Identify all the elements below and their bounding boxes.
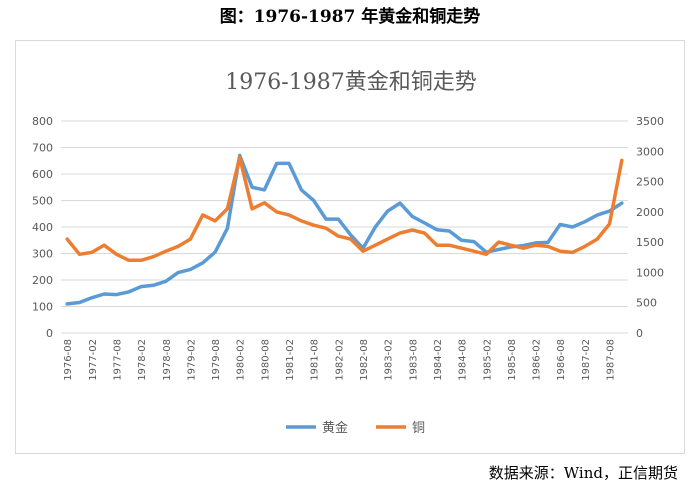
line-chart: 1976-1987黄金和铜走势 0 100 200 300 400 500 600 700 80… bbox=[32, 70, 664, 436]
x-axis-tick-label: 1979-08 bbox=[211, 339, 222, 381]
x-axis-tick-label: 1977-08 bbox=[112, 339, 123, 381]
x-axis-tick-label: 1979-02 bbox=[186, 339, 197, 381]
x-axis-tick-label: 1980-02 bbox=[236, 339, 247, 381]
left-axis-tick-label: 800 bbox=[32, 115, 53, 128]
x-axis-tick-label: 1981-02 bbox=[285, 339, 296, 381]
left-axis-tick-label: 500 bbox=[32, 195, 53, 208]
x-axis-tick-label: 1977-02 bbox=[88, 339, 99, 381]
source-note: 数据来源：Wind，正信期货 bbox=[488, 464, 678, 482]
left-axis-tick-label: 100 bbox=[32, 301, 53, 314]
left-axis-tick-label: 600 bbox=[32, 168, 53, 181]
legend-label: 铜 bbox=[412, 421, 425, 436]
x-axis-tick-label: 1978-02 bbox=[137, 339, 148, 381]
x-axis-tick-label: 1985-08 bbox=[507, 339, 518, 381]
right-axis-tick-label: 2000 bbox=[636, 206, 664, 219]
x-axis-tick-label: 1983-02 bbox=[384, 339, 395, 381]
x-axis-tick-label: 1985-02 bbox=[482, 339, 493, 381]
series-lines bbox=[65, 153, 624, 306]
legend-label: 黄金 bbox=[322, 420, 348, 436]
x-axis-tick-label: 1981-08 bbox=[310, 339, 321, 381]
x-axis-tick-label: 1984-08 bbox=[458, 339, 469, 381]
right-axis-tick-label: 1500 bbox=[636, 236, 664, 249]
series-line-right bbox=[65, 155, 624, 263]
left-axis-tick-label: 400 bbox=[32, 221, 53, 234]
x-axis-tick-label: 1983-08 bbox=[408, 339, 419, 381]
chart-title: 1976-1987黄金和铜走势 bbox=[225, 70, 476, 95]
right-axis-ticks: 0 500 1000 1500 2000 2500 3000 3500 bbox=[636, 115, 664, 340]
right-axis-tick-label: 1000 bbox=[636, 266, 664, 279]
left-axis-ticks: 0 100 200 300 400 500 600 700 800 bbox=[32, 115, 53, 340]
x-axis-ticks: 1976-08 1977-02 1977-08 1978-02 1978-08 1979-… bbox=[63, 339, 616, 381]
x-axis-tick-label: 1980-08 bbox=[260, 339, 271, 381]
right-axis-tick-label: 500 bbox=[636, 297, 657, 310]
series-line-left bbox=[65, 153, 624, 306]
left-axis-tick-label: 0 bbox=[46, 327, 53, 340]
x-axis-tick-label: 1982-02 bbox=[334, 339, 345, 381]
right-axis-tick-label: 2500 bbox=[636, 176, 664, 189]
left-axis-tick-label: 300 bbox=[32, 248, 53, 261]
right-axis-tick-label: 3500 bbox=[636, 115, 664, 128]
figure-caption: 图：1976-1987 年黄金和铜走势 bbox=[219, 7, 481, 27]
x-axis-tick-label: 1982-08 bbox=[359, 339, 370, 381]
x-axis-tick-label: 1984-02 bbox=[433, 339, 444, 381]
left-axis-tick-label: 200 bbox=[32, 274, 53, 287]
legend: 黄金 铜 bbox=[286, 420, 425, 436]
right-axis-tick-label: 0 bbox=[636, 327, 643, 340]
x-axis-tick-label: 1978-08 bbox=[162, 339, 173, 381]
x-axis-tick-label: 1987-02 bbox=[581, 339, 592, 381]
x-axis-tick-label: 1976-08 bbox=[63, 339, 74, 381]
x-axis-tick-label: 1987-08 bbox=[606, 339, 617, 381]
chart-area: 1976-1987黄金和铜走势 0 100 200 300 400 500 600 700 80… bbox=[15, 40, 685, 454]
x-axis-tick-label: 1986-08 bbox=[556, 339, 567, 381]
x-axis-tick-label: 1986-02 bbox=[532, 339, 543, 381]
left-axis-tick-label: 700 bbox=[32, 142, 53, 155]
right-axis-tick-label: 3000 bbox=[636, 145, 664, 158]
